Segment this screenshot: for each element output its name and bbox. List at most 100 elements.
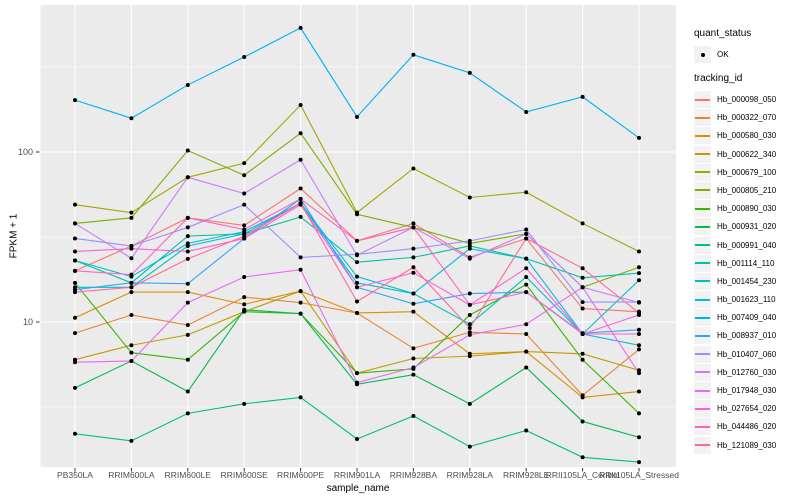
- data-point: [242, 227, 247, 232]
- legend-key: [694, 382, 711, 399]
- legend-entry: Hb_000890_030: [694, 200, 798, 218]
- legend-entry-label: Hb_000322_070: [717, 113, 777, 123]
- data-point: [242, 191, 247, 196]
- data-point: [524, 236, 529, 241]
- x-tick-label: RRIM600SE: [220, 470, 268, 480]
- legend-title-tracking-id: tracking_id: [694, 73, 743, 84]
- legend-entry-label: Hb_044486_020: [717, 422, 777, 432]
- legend-key: [694, 200, 711, 218]
- data-point: [129, 438, 134, 443]
- data-point: [637, 347, 641, 352]
- legend-entry: Hb_000622_340: [694, 145, 798, 163]
- y-tick-label: 10: [22, 317, 33, 327]
- legend-entry: Hb_001454_230: [694, 272, 798, 290]
- data-point: [73, 385, 77, 390]
- data-point: [637, 331, 641, 336]
- data-point: [129, 256, 134, 261]
- data-point: [185, 332, 190, 337]
- data-point: [355, 280, 359, 285]
- data-point: [637, 265, 641, 270]
- data-point: [467, 195, 472, 200]
- line-swatch-icon: [695, 334, 710, 337]
- line-swatch-icon: [695, 153, 710, 156]
- data-point: [580, 357, 585, 362]
- data-point: [129, 285, 134, 290]
- line-swatch-icon: [695, 116, 710, 119]
- data-point: [129, 215, 134, 220]
- legend-key: [694, 218, 711, 236]
- legend-entry-label: Hb_001623_110: [717, 295, 776, 305]
- legend-entry-ok: OK: [694, 46, 798, 63]
- legend-entry-label: Hb_001114_110: [717, 258, 775, 268]
- data-point: [524, 428, 529, 433]
- data-point: [637, 135, 641, 140]
- data-point: [467, 354, 472, 359]
- data-point: [524, 331, 529, 336]
- legend-entry-label: Hb_000679_100: [717, 167, 777, 177]
- data-point: [411, 166, 416, 171]
- data-point: [467, 332, 472, 337]
- data-point: [242, 307, 247, 312]
- legend-key: [694, 145, 711, 163]
- data-point: [298, 196, 303, 201]
- data-point: [298, 131, 303, 136]
- x-tick-label: PB350LA: [57, 470, 93, 480]
- data-point: [185, 411, 190, 416]
- data-point: [185, 281, 190, 286]
- legend-key: [694, 363, 711, 381]
- data-point: [411, 301, 416, 306]
- data-point: [411, 413, 416, 418]
- data-point: [637, 327, 641, 332]
- legend-entry: Hb_010407_060: [694, 345, 798, 363]
- data-point: [467, 256, 472, 261]
- data-point: [129, 312, 134, 317]
- data-point: [185, 82, 190, 87]
- legend-entry-label: Hb_000890_030: [717, 204, 777, 214]
- legend-entry-label: Hb_008937_010: [717, 331, 777, 341]
- data-point: [185, 234, 190, 239]
- data-point: [637, 343, 641, 348]
- legend-key: [694, 400, 711, 418]
- line-swatch-icon: [695, 134, 710, 137]
- data-point: [355, 380, 359, 385]
- data-points: [73, 25, 641, 465]
- data-point: [411, 270, 416, 275]
- data-point: [467, 291, 472, 296]
- x-tick-label: RRIM901LA: [333, 470, 381, 480]
- data-point: [73, 249, 77, 254]
- line-swatch-icon: [695, 98, 710, 101]
- data-point: [185, 249, 190, 254]
- data-point: [524, 231, 529, 236]
- legend-key: [694, 254, 711, 272]
- x-tick-label: RRIM928BA: [389, 470, 438, 480]
- data-point: [580, 285, 585, 290]
- data-point: [411, 52, 416, 57]
- data-point: [637, 271, 641, 276]
- data-point: [355, 437, 359, 442]
- legend-entry: Hb_000679_100: [694, 163, 798, 181]
- data-point: [298, 103, 303, 108]
- data-point: [242, 302, 247, 307]
- data-point: [185, 175, 190, 180]
- legend-entry-label: Hb_007409_040: [717, 313, 777, 323]
- data-point: [129, 246, 134, 251]
- legend-entry-label: Hb_000098_050: [717, 95, 777, 104]
- data-point: [185, 256, 190, 261]
- data-point: [73, 98, 77, 103]
- data-point: [411, 365, 416, 370]
- x-axis-title: sample_name: [326, 483, 390, 494]
- data-point: [185, 300, 190, 305]
- data-point: [185, 357, 190, 362]
- data-point: [73, 360, 77, 365]
- data-point: [524, 190, 529, 195]
- legend-entry: Hb_000991_040: [694, 236, 798, 254]
- legend-entry-label: Hb_017948_030: [717, 386, 777, 395]
- data-point: [524, 274, 529, 279]
- data-point: [411, 291, 416, 296]
- data-point: [637, 278, 641, 283]
- data-point: [185, 215, 190, 220]
- data-point: [411, 246, 416, 251]
- legend-entry: Hb_027654_020: [694, 400, 798, 418]
- data-point: [637, 460, 641, 465]
